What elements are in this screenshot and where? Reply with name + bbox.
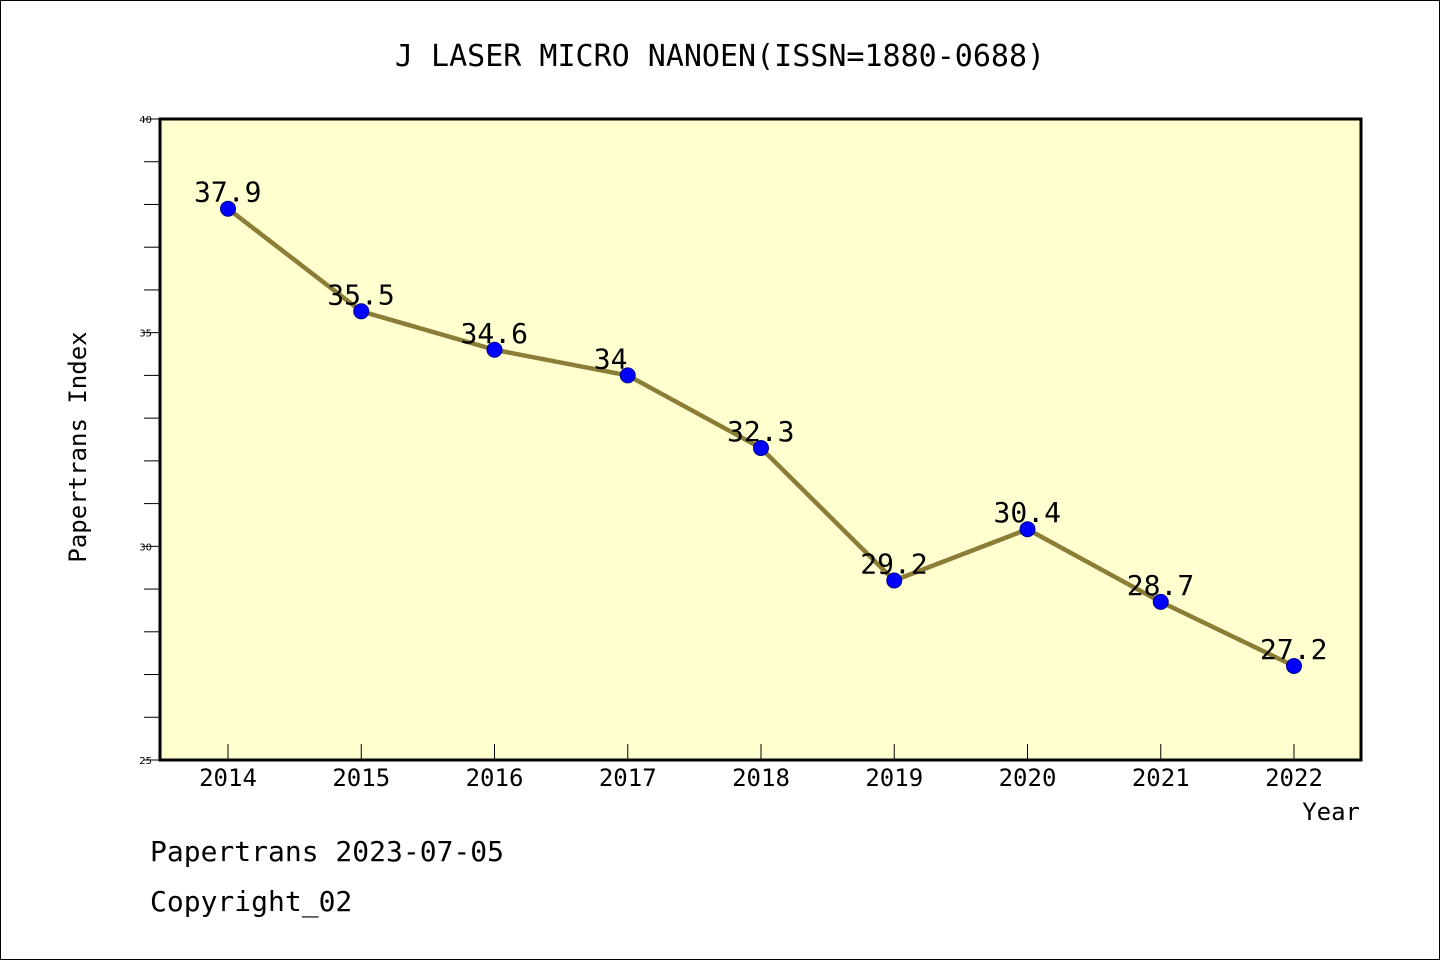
x-tick-label: 2016 bbox=[466, 764, 524, 792]
series-markers bbox=[220, 200, 1302, 674]
data-point bbox=[1152, 593, 1169, 610]
plot-area bbox=[158, 117, 1363, 762]
data-labels: 37.9 35.5 34.6 34 32.3 29.2 30.4 28.7 27.2 bbox=[194, 176, 1327, 666]
data-label: 30.4 bbox=[994, 496, 1061, 529]
data-label: 28.7 bbox=[1127, 569, 1194, 602]
x-tick-label: 2017 bbox=[599, 764, 657, 792]
y-tick-label: 40 bbox=[139, 115, 152, 126]
y-axis-label: Papertrans Index bbox=[64, 331, 92, 562]
x-tick-label: 2014 bbox=[199, 764, 257, 792]
data-label: 34.6 bbox=[461, 317, 528, 350]
data-label: 37.9 bbox=[194, 176, 261, 209]
x-tick-label: 2020 bbox=[999, 764, 1057, 792]
x-tick-label: 2015 bbox=[332, 764, 390, 792]
x-axis: 2014 2015 2016 2017 2018 2019 2020 2021 2022 bbox=[199, 744, 1323, 792]
data-label: 32.3 bbox=[727, 415, 794, 448]
chart-title: J LASER MICRO NANOEN(ISSN=1880-0688) bbox=[395, 39, 1045, 74]
y-tick-label: 25 bbox=[139, 756, 152, 767]
data-label: 35.5 bbox=[327, 278, 394, 311]
x-tick-label: 2018 bbox=[732, 764, 790, 792]
y-tick-label: 35 bbox=[139, 329, 152, 340]
data-point bbox=[1019, 521, 1036, 538]
data-point bbox=[886, 572, 903, 589]
data-label: 34 bbox=[594, 342, 628, 375]
y-tick-label: 30 bbox=[139, 542, 152, 553]
x-tick-label: 2019 bbox=[865, 764, 923, 792]
data-point bbox=[753, 440, 769, 457]
x-tick-label: 2021 bbox=[1132, 764, 1190, 792]
x-axis-label: Year bbox=[1302, 798, 1360, 826]
x-tick-label: 2022 bbox=[1265, 764, 1323, 792]
data-point bbox=[619, 367, 636, 384]
footer-date: Papertrans 2023-07-05 bbox=[150, 835, 505, 868]
data-point bbox=[1286, 657, 1302, 674]
data-point bbox=[486, 341, 503, 358]
data-label: 29.2 bbox=[860, 548, 927, 581]
y-axis: 25 30 35 40 bbox=[139, 115, 160, 767]
footer-copyright: Copyright_02 bbox=[150, 885, 353, 918]
data-point bbox=[220, 200, 236, 217]
data-point bbox=[353, 303, 370, 320]
data-label: 27.2 bbox=[1260, 633, 1327, 666]
